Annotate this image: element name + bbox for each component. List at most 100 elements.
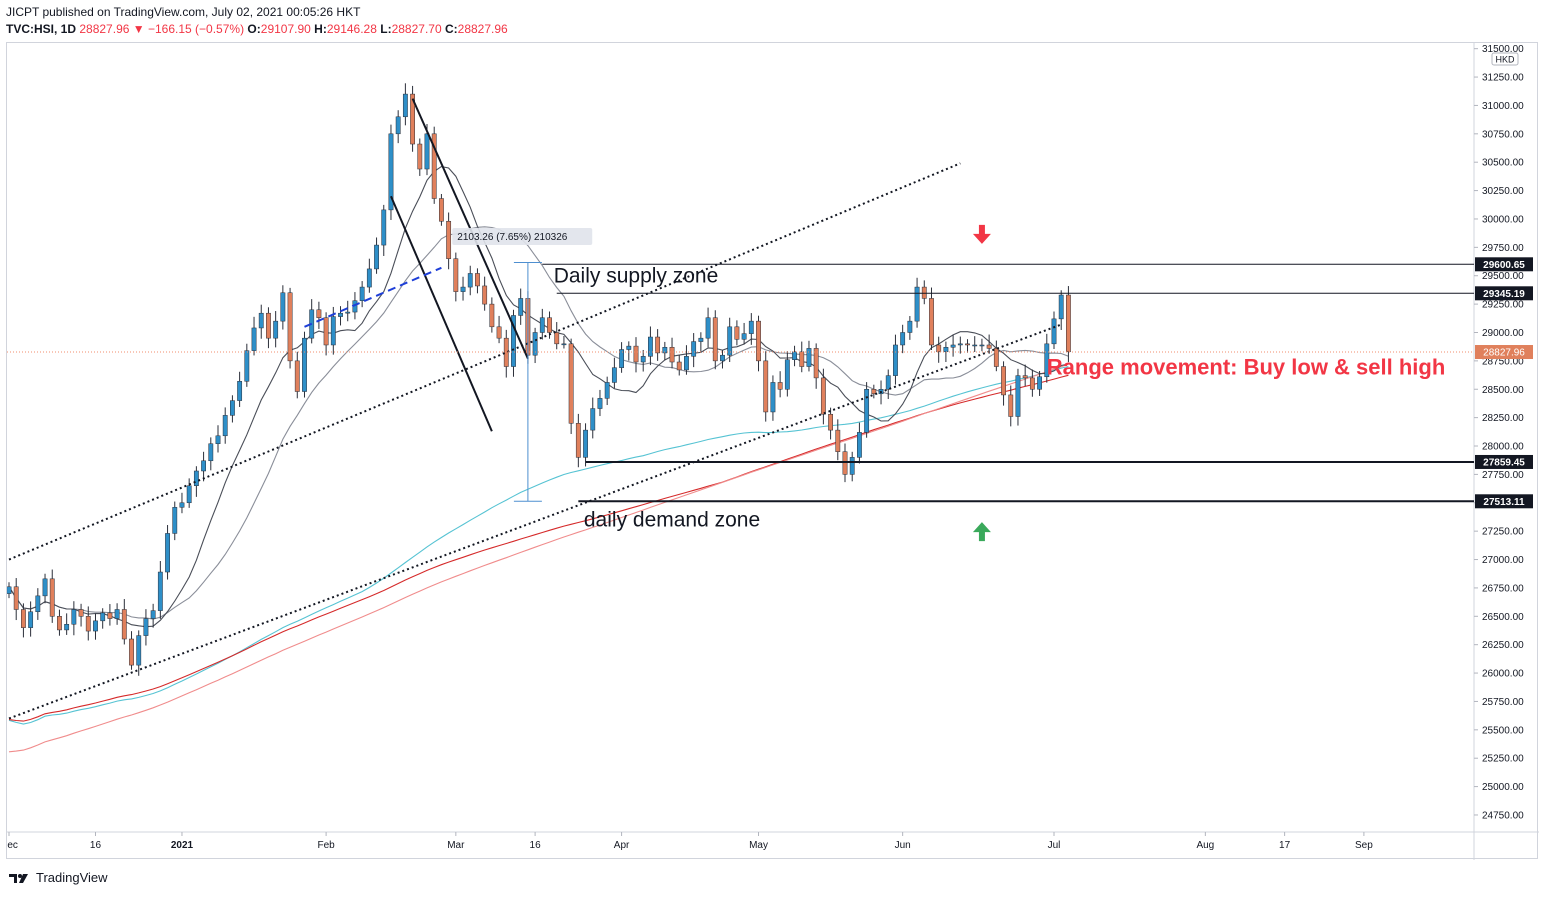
level-label-bg xyxy=(1475,454,1533,469)
candle-body xyxy=(885,375,891,390)
candle-body xyxy=(1022,375,1028,379)
high-key: H: xyxy=(314,22,327,36)
candle-body xyxy=(439,198,444,222)
candle-body xyxy=(575,423,581,458)
candle-body xyxy=(35,595,41,613)
candle-body xyxy=(1029,377,1035,390)
candle-body xyxy=(626,345,632,350)
candle-body xyxy=(179,502,185,508)
candle-body xyxy=(698,337,704,342)
ma-100-line xyxy=(8,374,1069,722)
candle-body xyxy=(712,317,718,362)
candle-body xyxy=(1008,394,1014,417)
ma-10-line xyxy=(8,166,1069,628)
candle-body xyxy=(921,286,927,299)
candle-body xyxy=(720,354,725,362)
candle-body xyxy=(157,571,163,611)
candle-body xyxy=(849,457,855,475)
candle-body xyxy=(280,292,286,322)
candle-body xyxy=(756,320,761,362)
candle-body xyxy=(835,429,841,452)
y-tick-label: 28250.00 xyxy=(1482,413,1524,424)
candle-body xyxy=(547,317,552,333)
candle-body xyxy=(402,93,408,118)
candle-body xyxy=(323,317,329,346)
y-tick-label: 30500.00 xyxy=(1482,158,1524,169)
candle-body xyxy=(979,344,985,347)
publisher-line: JICPT published on TradingView.com, July… xyxy=(6,5,360,19)
candle-body xyxy=(330,316,336,346)
candle-body xyxy=(907,320,913,333)
candle-body xyxy=(828,413,833,431)
candle-body xyxy=(900,332,906,346)
level-price-label: 29345.19 xyxy=(1483,289,1525,300)
candle-body xyxy=(431,133,437,199)
candle-body xyxy=(258,312,264,329)
arrow-down-icon xyxy=(972,224,991,244)
candle-body xyxy=(763,360,769,413)
candle-body xyxy=(237,381,243,401)
y-tick-label: 30750.00 xyxy=(1482,129,1524,140)
candle-body xyxy=(49,578,55,617)
candle-body xyxy=(972,344,978,347)
candle-body xyxy=(655,336,661,354)
y-tick-label: 27000.00 xyxy=(1482,555,1524,566)
candle-body xyxy=(539,317,545,333)
publisher-text: JICPT published on TradingView.com, July… xyxy=(6,5,361,19)
x-tick-label: 16 xyxy=(530,840,542,851)
candle-body xyxy=(734,326,740,340)
y-tick-label: 25000.00 xyxy=(1482,782,1524,793)
candle-body xyxy=(71,609,77,625)
candle-body xyxy=(114,609,120,619)
level-price-label: 27513.11 xyxy=(1483,497,1525,508)
candle-body xyxy=(208,443,214,462)
tradingview-logo-icon xyxy=(9,873,28,883)
candle-body xyxy=(590,408,596,431)
trendline-dashed-blue xyxy=(304,266,442,328)
candle-body xyxy=(467,273,473,288)
candle-body xyxy=(244,350,250,382)
candle-body xyxy=(857,432,862,458)
measure-label-bg xyxy=(452,228,593,246)
candle-body xyxy=(496,326,502,339)
candle-body xyxy=(748,320,754,334)
candle-body xyxy=(453,258,459,292)
y-tick-label: 24750.00 xyxy=(1482,810,1524,821)
candle-body xyxy=(28,611,34,628)
chart-frame[interactable]: 31500.00 31250.00 31000.00 30750.00 30500.00… xyxy=(6,42,1539,860)
candle-body xyxy=(446,220,452,259)
y-tick-label: 26500.00 xyxy=(1482,612,1524,623)
high-value: 29146.28 xyxy=(326,22,377,36)
candle-body xyxy=(78,609,84,617)
candle-body xyxy=(741,333,747,340)
price-chart[interactable]: 31500.00 31250.00 31000.00 30750.00 30500.00… xyxy=(7,43,1539,860)
x-tick-label: 16 xyxy=(90,840,102,851)
candle-body xyxy=(792,351,797,360)
y-tick-label: 31000.00 xyxy=(1482,101,1524,112)
y-tick-label: 31250.00 xyxy=(1482,73,1524,84)
candle-body xyxy=(1015,375,1021,417)
candle-body xyxy=(136,635,142,666)
candle-body xyxy=(1058,294,1064,320)
measure-label: 2103.26 (7.65%) 210326 xyxy=(457,232,568,243)
candle-body xyxy=(186,485,192,504)
y-tick-label: 26750.00 xyxy=(1482,583,1524,594)
candle-body xyxy=(1037,376,1042,390)
down-triangle-icon: ▼ xyxy=(132,22,145,36)
y-tick-label: 30250.00 xyxy=(1482,186,1524,197)
footer-brand: TradingView xyxy=(36,870,108,885)
candle-body xyxy=(489,303,495,328)
candle-body xyxy=(222,415,228,437)
candle-body xyxy=(294,360,300,392)
symbol-label: TVC:HSI, 1D xyxy=(6,22,77,36)
candle-body xyxy=(604,382,610,399)
candle-body xyxy=(57,616,62,631)
candle-body xyxy=(42,578,48,597)
candle-body xyxy=(424,133,430,170)
candle-body xyxy=(381,209,387,246)
candle-body xyxy=(93,620,98,632)
currency-label: HKD xyxy=(1495,55,1515,65)
x-tick-label: Feb xyxy=(317,840,335,851)
candle-body xyxy=(950,344,956,348)
candle-body xyxy=(410,93,415,145)
